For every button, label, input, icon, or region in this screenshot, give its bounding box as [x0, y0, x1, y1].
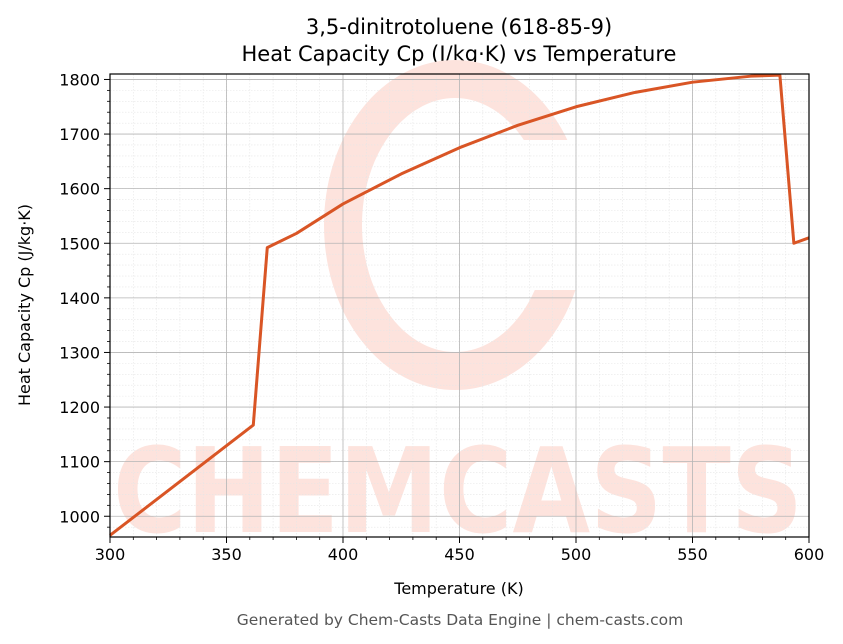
y-tick-label: 1300 — [59, 343, 100, 362]
y-axis-label: Heat Capacity Cp (J/kg·K) — [15, 204, 34, 406]
y-tick-label: 1500 — [59, 234, 100, 253]
y-tick-label: 1000 — [59, 507, 100, 526]
x-tick-label: 500 — [561, 545, 592, 564]
x-tick-label: 550 — [677, 545, 708, 564]
watermark-text: CHEMCASTS — [113, 422, 803, 560]
y-tick-label: 1400 — [59, 289, 100, 308]
x-tick-label: 300 — [95, 545, 126, 564]
series-line — [109, 73, 810, 537]
footer-credit: Generated by Chem-Casts Data Engine | ch… — [237, 611, 683, 629]
x-axis-label: Temperature (K) — [393, 579, 523, 598]
y-tick-label: 1700 — [59, 125, 100, 144]
x-tick-label: 450 — [444, 545, 475, 564]
chart-title-line-1: 3,5-dinitrotoluene (618-85-9) — [306, 15, 612, 39]
x-tick-label: 600 — [794, 545, 825, 564]
x-tick-label: 350 — [211, 545, 242, 564]
y-axis: 1000 1100 1200 1300 1400 1500 1600 1700 1800 — [59, 70, 110, 528]
chart-title: 3,5-dinitrotoluene (618-85-9) Heat Capac… — [242, 15, 677, 66]
watermark-logo — [324, 60, 610, 390]
y-tick-label: 1800 — [59, 70, 100, 89]
y-tick-label: 1200 — [59, 398, 100, 417]
x-axis: 300 350 400 450 500 550 600 — [95, 537, 825, 564]
y-tick-label: 1600 — [59, 180, 100, 199]
x-tick-label: 400 — [328, 545, 359, 564]
y-tick-label: 1100 — [59, 453, 100, 472]
